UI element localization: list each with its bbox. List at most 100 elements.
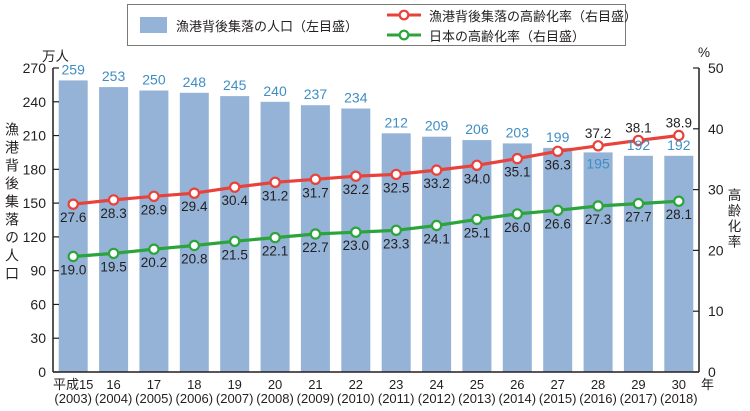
legend-item-japan-aging-rate: 日本の高齢化率（右目盛） (386, 26, 637, 44)
right-tick-label: 10 (708, 303, 724, 319)
left-tick-label: 30 (30, 330, 46, 346)
green-point-label: 19.5 (100, 259, 126, 274)
green-line-marker-icon (387, 29, 422, 41)
bar (99, 87, 129, 372)
x-era-label: 30 (672, 377, 686, 392)
red-point-label: 37.2 (585, 126, 611, 141)
red-point (632, 134, 645, 147)
x-era-label: 27 (550, 377, 564, 392)
bar-value-label: 234 (344, 90, 368, 106)
left-tick-label: 90 (30, 263, 46, 279)
green-point-label: 22.7 (302, 240, 328, 255)
red-point-label: 30.4 (222, 193, 249, 208)
green-point (471, 213, 483, 226)
right-axis-unit: % (698, 45, 711, 60)
green-point (592, 200, 604, 212)
x-year-label: (2008) (256, 391, 294, 406)
left-tick-label: 210 (23, 128, 47, 144)
legend: 漁港背後集落の人口（左目盛） 漁港背後集落の高齢化率（右目盛） 日本の高齢化率（… (127, 4, 637, 46)
left-axis-unit: 万人 (42, 49, 69, 64)
x-year-label: (2004) (95, 391, 133, 406)
red-point-label: 29.4 (181, 199, 208, 214)
green-point-label: 22.1 (262, 244, 288, 259)
x-era-label: 16 (106, 377, 120, 392)
bar-value-label: 192 (627, 137, 651, 153)
red-point (350, 170, 362, 182)
x-era-label: 25 (470, 377, 484, 392)
green-point-label: 21.5 (222, 247, 248, 262)
x-year-label: (2003) (54, 391, 92, 406)
green-point-label: 20.8 (181, 252, 207, 267)
right-axis-title: 高齢化率 (725, 188, 741, 250)
bar-value-label: 212 (385, 114, 409, 130)
green-point-label: 25.1 (464, 225, 490, 240)
x-era-label: 平成15 (53, 377, 93, 392)
bar-value-label: 206 (465, 121, 489, 137)
x-era-label: 20 (268, 377, 282, 392)
x-year-label: (2017) (620, 391, 658, 406)
x-year-label: (2009) (297, 391, 335, 406)
bar (543, 147, 573, 372)
green-point (430, 219, 443, 232)
red-point (471, 159, 483, 171)
bar (502, 143, 532, 372)
red-point (148, 190, 160, 202)
x-era-label: 19 (227, 377, 241, 392)
x-era-label: 26 (510, 377, 524, 392)
bar-value-label: 250 (142, 72, 166, 88)
red-point-label: 35.1 (504, 165, 530, 180)
x-year-label: (2006) (176, 391, 214, 406)
green-point (228, 235, 241, 247)
left-tick-label: 120 (23, 229, 47, 245)
green-point (552, 204, 564, 216)
bar-value-label: 248 (183, 74, 207, 90)
bar (583, 152, 613, 372)
green-point (107, 247, 120, 260)
red-point (390, 168, 402, 181)
x-era-label: 18 (187, 377, 201, 392)
x-year-label: (2012) (418, 391, 456, 406)
red-point-label: 38.9 (666, 115, 692, 130)
green-line (71, 199, 681, 259)
green-point-label: 19.0 (60, 262, 86, 277)
green-point (673, 195, 685, 207)
red-line (71, 133, 681, 206)
bar (179, 92, 209, 373)
green-point (632, 197, 645, 210)
bar-value-label: 195 (586, 155, 610, 171)
x-era-label: 23 (389, 377, 403, 392)
right-tick-label: 40 (708, 121, 724, 137)
red-point-label: 28.9 (141, 202, 167, 217)
right-tick-label: 50 (708, 60, 724, 76)
x-year-label: (2011) (378, 391, 415, 406)
bar (341, 108, 371, 372)
bar (664, 155, 694, 372)
left-axis-title: 漁港背後集落の人口 (4, 122, 20, 284)
green-point (511, 208, 524, 220)
x-year-label: (2016) (579, 391, 617, 406)
x-era-label: 22 (349, 377, 363, 392)
bar-value-label: 209 (425, 118, 449, 134)
left-tick-label: 60 (30, 296, 46, 312)
green-point-label: 26.6 (545, 216, 571, 231)
red-point-label: 31.2 (262, 188, 288, 203)
x-era-label: 21 (308, 377, 322, 392)
bar-value-label: 240 (263, 83, 287, 99)
green-point-label: 20.2 (141, 255, 167, 270)
x-year-label: (2010) (337, 391, 375, 406)
bar-value-label: 192 (667, 137, 691, 153)
red-point-label: 32.5 (383, 180, 409, 195)
left-tick-label: 0 (38, 364, 46, 380)
bar (220, 96, 250, 372)
green-point (350, 226, 362, 238)
green-point-label: 28.1 (666, 207, 692, 222)
red-point (188, 187, 200, 199)
red-point-label: 33.2 (423, 176, 449, 191)
bar-value-label: 253 (102, 68, 126, 84)
red-point (592, 140, 604, 152)
legend-label-population: 漁港背後集落の人口（左目盛） (176, 18, 359, 34)
red-point (228, 181, 241, 193)
x-era-label: 24 (429, 377, 443, 392)
